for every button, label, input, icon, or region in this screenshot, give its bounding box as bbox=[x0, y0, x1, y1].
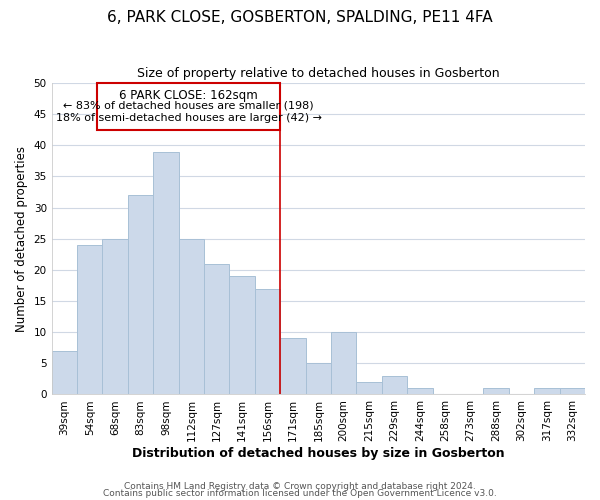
Bar bbox=[229, 276, 255, 394]
Bar bbox=[77, 245, 103, 394]
Bar bbox=[103, 239, 128, 394]
Text: ← 83% of detached houses are smaller (198): ← 83% of detached houses are smaller (19… bbox=[64, 100, 314, 110]
Bar bbox=[128, 195, 153, 394]
Text: Contains public sector information licensed under the Open Government Licence v3: Contains public sector information licen… bbox=[103, 489, 497, 498]
Bar bbox=[382, 376, 407, 394]
Bar bbox=[52, 351, 77, 395]
Bar bbox=[255, 288, 280, 395]
Bar bbox=[356, 382, 382, 394]
Text: 18% of semi-detached houses are larger (42) →: 18% of semi-detached houses are larger (… bbox=[56, 113, 322, 123]
Y-axis label: Number of detached properties: Number of detached properties bbox=[15, 146, 28, 332]
Title: Size of property relative to detached houses in Gosberton: Size of property relative to detached ho… bbox=[137, 68, 500, 80]
FancyBboxPatch shape bbox=[97, 83, 280, 130]
Bar bbox=[407, 388, 433, 394]
Bar bbox=[179, 239, 204, 394]
X-axis label: Distribution of detached houses by size in Gosberton: Distribution of detached houses by size … bbox=[132, 447, 505, 460]
Bar bbox=[280, 338, 305, 394]
Bar bbox=[484, 388, 509, 394]
Bar bbox=[204, 264, 229, 394]
Bar bbox=[331, 332, 356, 394]
Text: Contains HM Land Registry data © Crown copyright and database right 2024.: Contains HM Land Registry data © Crown c… bbox=[124, 482, 476, 491]
Bar bbox=[560, 388, 585, 394]
Text: 6, PARK CLOSE, GOSBERTON, SPALDING, PE11 4FA: 6, PARK CLOSE, GOSBERTON, SPALDING, PE11… bbox=[107, 10, 493, 25]
Bar bbox=[153, 152, 179, 394]
Text: 6 PARK CLOSE: 162sqm: 6 PARK CLOSE: 162sqm bbox=[119, 90, 258, 102]
Bar bbox=[534, 388, 560, 394]
Bar bbox=[305, 364, 331, 394]
